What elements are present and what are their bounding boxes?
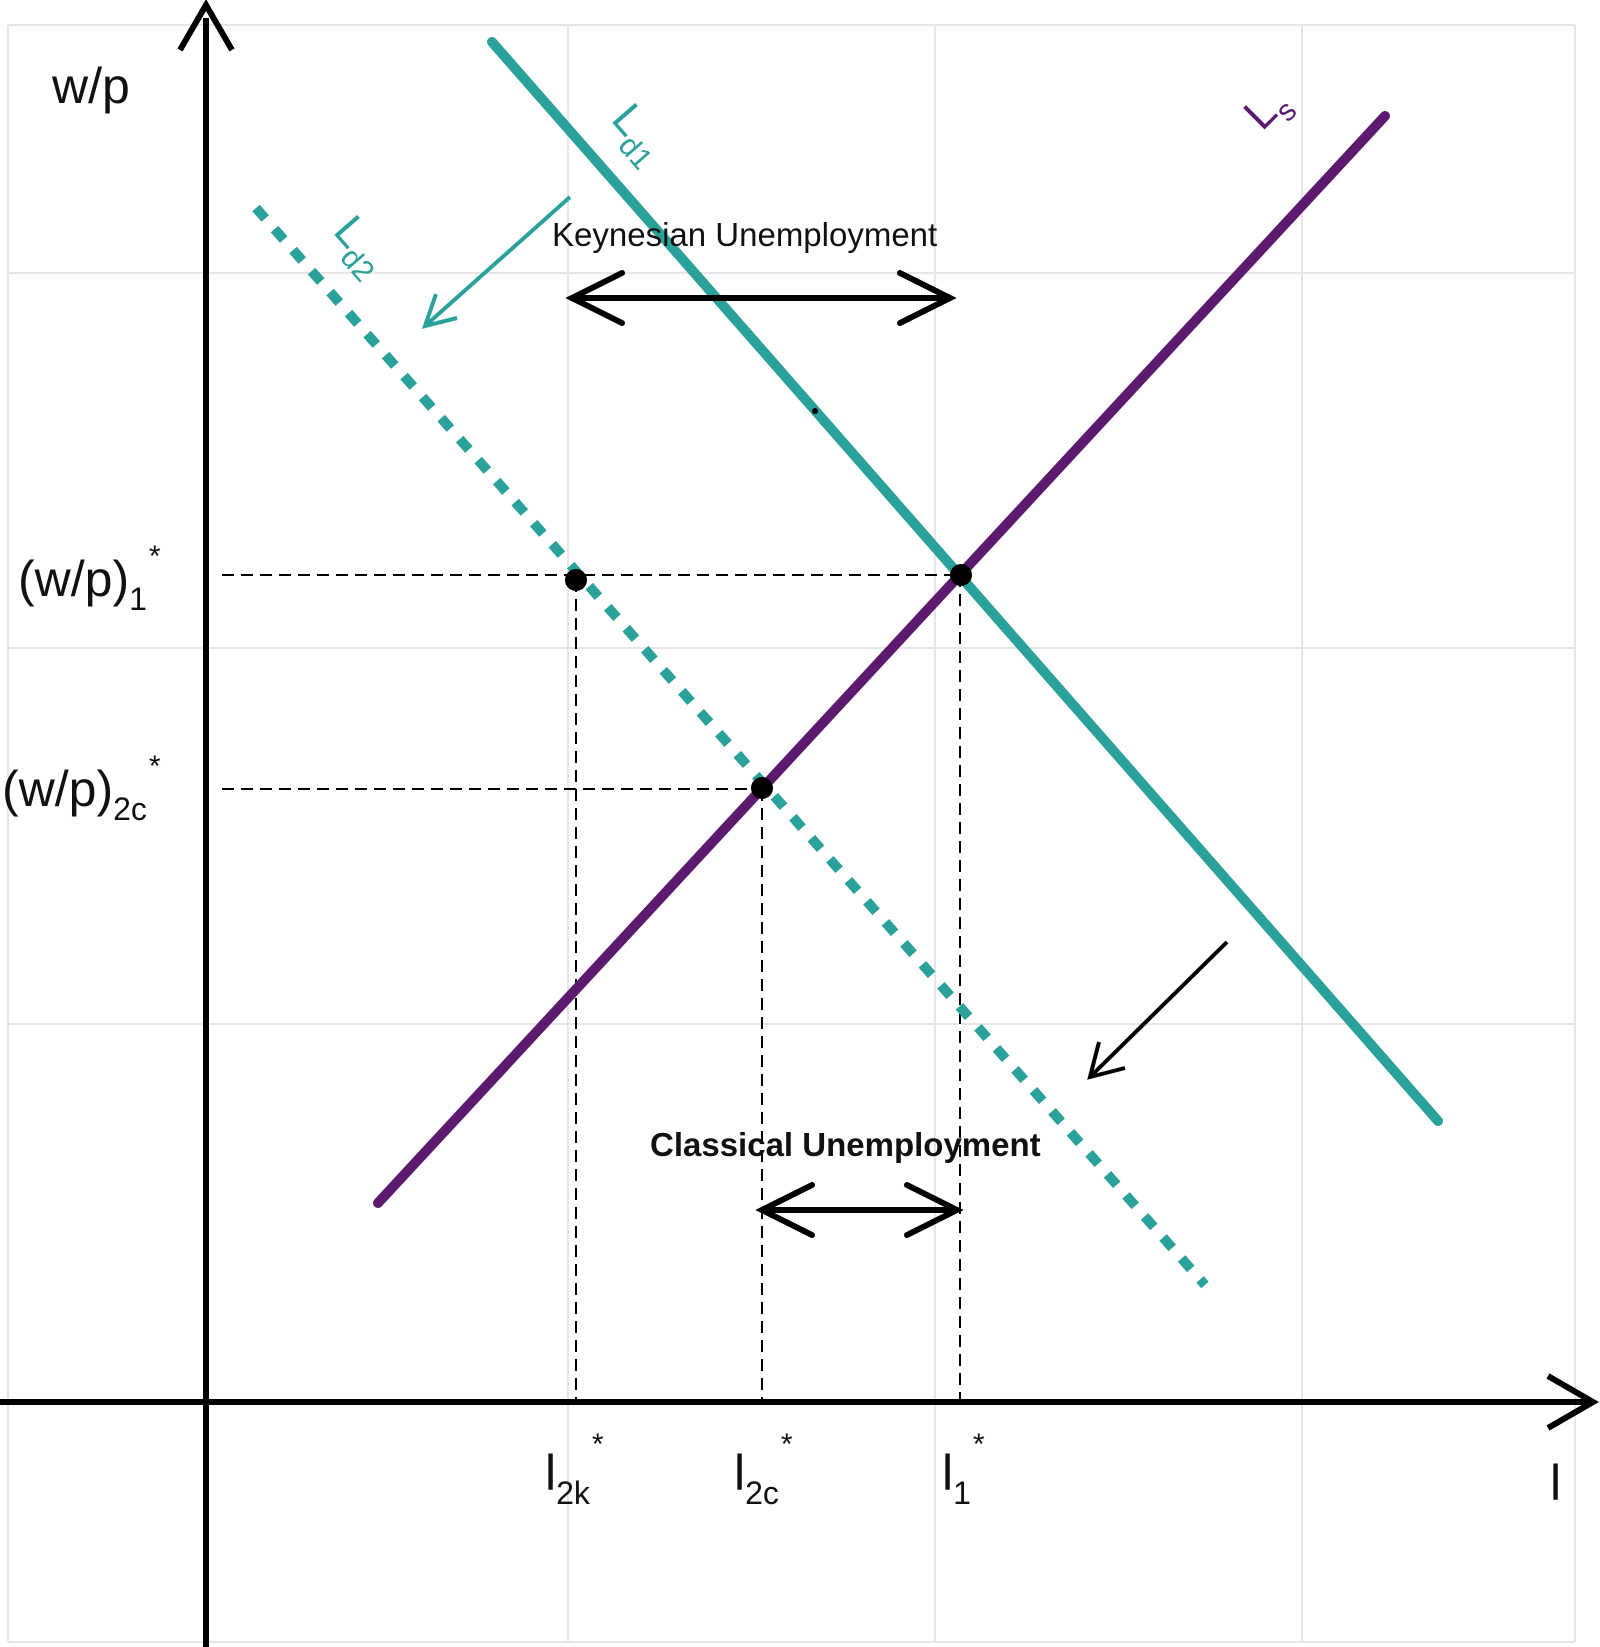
l1-label: l1*	[942, 1428, 985, 1511]
l2k-label-base: l	[545, 1445, 556, 1501]
ld2-label: Ld2	[318, 206, 400, 288]
y-axis-label: w/p	[51, 58, 130, 114]
l2c-label-base: l	[734, 1445, 745, 1501]
x-axis-label: l	[1550, 1455, 1561, 1511]
l2c-label: l2c*	[734, 1428, 793, 1511]
ld2-curve	[252, 204, 1209, 1289]
l2c-label-sub: 2c	[745, 1475, 779, 1511]
wp2c-label-base: (w/p)	[2, 761, 113, 817]
wp1-label-sub: 1	[129, 581, 147, 617]
l2c-label-sup: *	[781, 1428, 793, 1461]
l2k-label-sub: 2k	[556, 1475, 591, 1511]
wp1-label: (w/p)1*	[18, 540, 161, 617]
wp1-label-base: (w/p)	[18, 551, 129, 607]
keynesian-point	[565, 569, 587, 591]
l2k-label-sup: *	[592, 1428, 604, 1461]
classical-unemployment-label: Classical Unemployment	[650, 1126, 1041, 1163]
svg-text:Ld2: Ld2	[318, 206, 400, 288]
equilibrium-point-1	[950, 564, 972, 586]
classical-point	[751, 777, 773, 799]
l2k-label: l2k*	[545, 1428, 604, 1511]
wp2c-label-sup: *	[149, 750, 161, 783]
shift-arrow-teal	[421, 195, 572, 329]
ld1-label: Ld1	[596, 94, 678, 176]
background-grid	[7, 24, 1576, 1643]
svg-text:Ls: Ls	[1234, 77, 1303, 146]
ls-label: Ls	[1234, 77, 1303, 146]
wp2c-label: (w/p)2c*	[2, 750, 161, 827]
stray-dot	[812, 408, 818, 414]
l1-label-base: l	[942, 1445, 953, 1501]
x-axis-arrowhead	[1546, 1373, 1599, 1431]
y-axis-arrowhead	[177, 0, 235, 52]
l1-label-sup: *	[973, 1428, 985, 1461]
wp2c-label-sub: 2c	[113, 791, 147, 827]
ls-curve	[373, 111, 1390, 1208]
keynesian-unemployment-label: Keynesian Unemployment	[552, 216, 937, 253]
svg-text:Ld1: Ld1	[596, 94, 678, 176]
keynesian-double-arrow	[565, 270, 957, 326]
shift-arrow-black	[1087, 940, 1229, 1080]
wp1-label-sup: *	[149, 540, 161, 573]
l1-label-sub: 1	[953, 1475, 971, 1511]
classical-double-arrow	[755, 1182, 964, 1238]
